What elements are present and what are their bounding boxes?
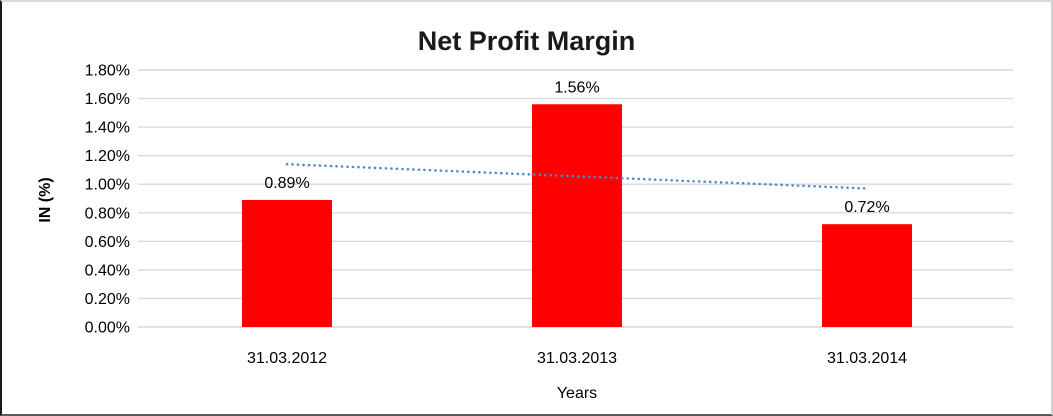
trendline: [285, 162, 869, 190]
x-tick-label: 31.03.2014: [827, 350, 907, 367]
y-tick-label: 1.00%: [85, 177, 130, 194]
bar-value-label: 0.89%: [264, 175, 309, 192]
x-axis-title: Years: [556, 385, 598, 402]
chart-title: Net Profit Margin: [417, 26, 636, 56]
y-tick-label: 0.60%: [85, 234, 130, 251]
y-tick-label: 0.20%: [85, 291, 130, 308]
y-tick-label: 0.40%: [85, 262, 130, 279]
bar-value-label: 1.56%: [554, 79, 599, 96]
bar: [532, 104, 622, 328]
y-tick-label: 0.80%: [85, 205, 130, 222]
x-tick-label: 31.03.2012: [247, 350, 327, 367]
bar-value-label: 0.72%: [844, 199, 889, 216]
y-tick-label: 1.60%: [85, 91, 130, 108]
bar: [242, 199, 332, 327]
x-tick-label: 31.03.2013: [537, 350, 617, 367]
y-tick-label: 1.20%: [85, 148, 130, 165]
y-tick-label: 0.00%: [85, 320, 130, 337]
y-tick-label: 1.40%: [85, 120, 130, 137]
bar: [822, 224, 912, 327]
y-tick-label: 1.80%: [85, 63, 130, 80]
